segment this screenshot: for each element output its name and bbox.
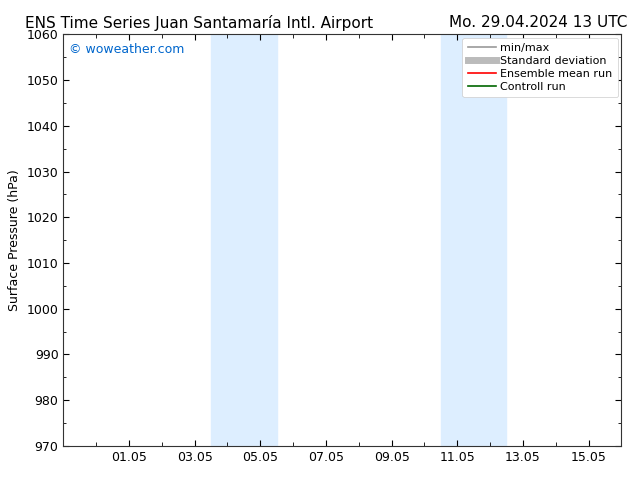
Bar [211, 34, 276, 446]
Bar [441, 34, 507, 446]
Y-axis label: Surface Pressure (hPa): Surface Pressure (hPa) [8, 169, 21, 311]
Text: © woweather.com: © woweather.com [69, 43, 184, 55]
Text: Mo. 29.04.2024 13 UTC: Mo. 29.04.2024 13 UTC [450, 15, 628, 30]
Text: ENS Time Series Juan Santamaría Intl. Airport: ENS Time Series Juan Santamaría Intl. Ai… [25, 15, 373, 31]
Legend: min/max, Standard deviation, Ensemble mean run, Controll run: min/max, Standard deviation, Ensemble me… [462, 38, 618, 97]
